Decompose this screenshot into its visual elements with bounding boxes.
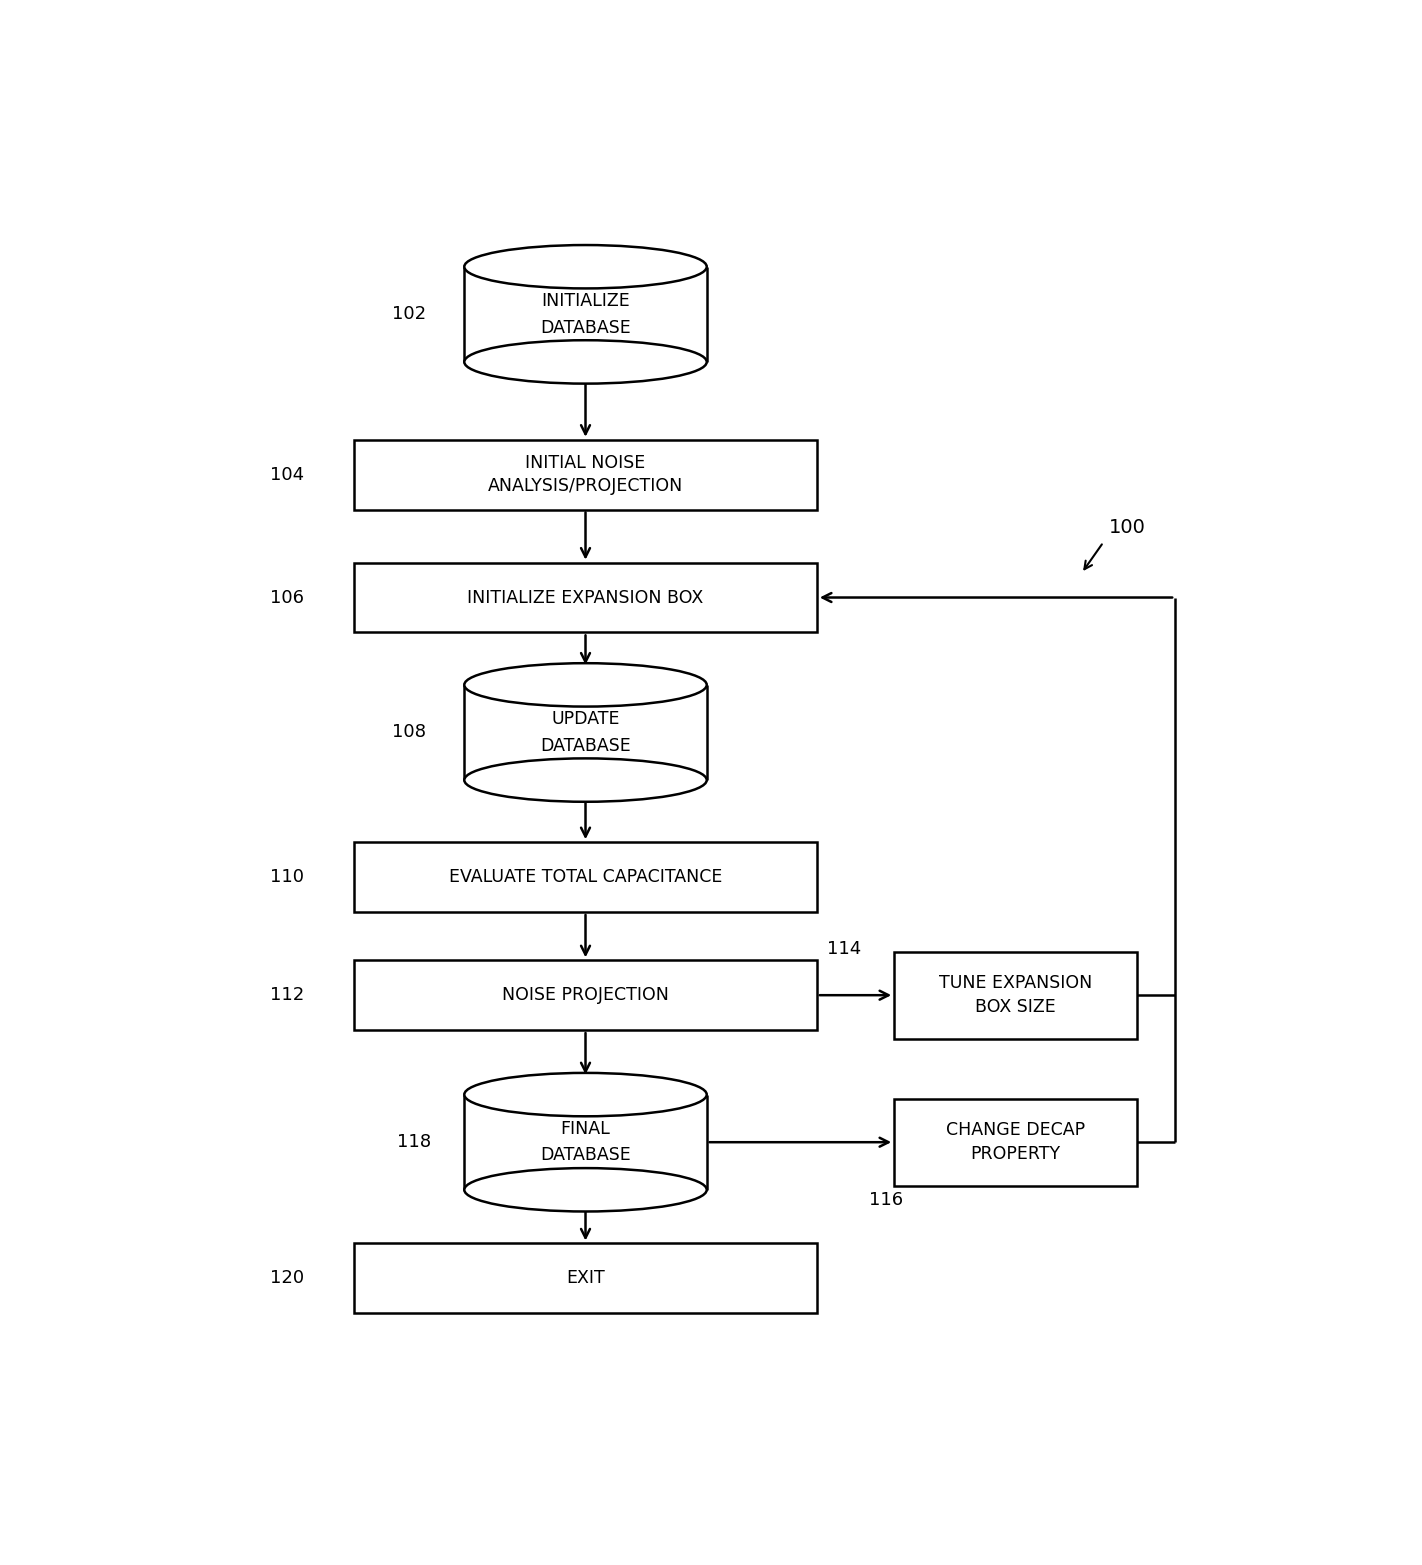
Text: 102: 102	[391, 305, 425, 324]
Text: 100: 100	[1109, 518, 1146, 537]
Bar	[464, 1094, 707, 1189]
Text: FINAL
DATABASE: FINAL DATABASE	[540, 1121, 631, 1164]
Text: 120: 120	[270, 1269, 304, 1288]
Text: 106: 106	[270, 588, 304, 607]
Bar	[464, 685, 707, 779]
Bar	[894, 952, 1136, 1039]
Bar	[464, 266, 707, 362]
Text: 116: 116	[869, 1191, 903, 1210]
Text: UPDATE
DATABASE: UPDATE DATABASE	[540, 711, 631, 754]
Ellipse shape	[464, 246, 707, 288]
Ellipse shape	[464, 340, 707, 383]
Text: INITIALIZE EXPANSION BOX: INITIALIZE EXPANSION BOX	[468, 588, 704, 607]
Text: 108: 108	[391, 723, 425, 742]
Text: CHANGE DECAP
PROPERTY: CHANGE DECAP PROPERTY	[946, 1122, 1085, 1163]
Text: 104: 104	[270, 466, 304, 484]
Ellipse shape	[464, 1074, 707, 1116]
Text: INITIALIZE
DATABASE: INITIALIZE DATABASE	[540, 293, 631, 336]
Ellipse shape	[464, 664, 707, 706]
Text: 118: 118	[397, 1133, 431, 1152]
Bar	[354, 1244, 816, 1313]
Bar	[354, 842, 816, 912]
Text: EVALUATE TOTAL CAPACITANCE: EVALUATE TOTAL CAPACITANCE	[449, 869, 722, 886]
Ellipse shape	[464, 1167, 707, 1211]
Text: NOISE PROJECTION: NOISE PROJECTION	[502, 986, 668, 1005]
Text: 114: 114	[826, 941, 860, 958]
Text: 112: 112	[270, 986, 304, 1005]
Bar	[354, 440, 816, 510]
Text: 110: 110	[270, 869, 304, 886]
Bar	[894, 1099, 1136, 1186]
Bar	[354, 562, 816, 632]
Text: EXIT: EXIT	[566, 1269, 604, 1288]
Bar	[354, 961, 816, 1030]
Ellipse shape	[464, 759, 707, 801]
Text: INITIAL NOISE
ANALYSIS/PROJECTION: INITIAL NOISE ANALYSIS/PROJECTION	[488, 454, 683, 496]
Text: TUNE EXPANSION
BOX SIZE: TUNE EXPANSION BOX SIZE	[939, 975, 1092, 1016]
